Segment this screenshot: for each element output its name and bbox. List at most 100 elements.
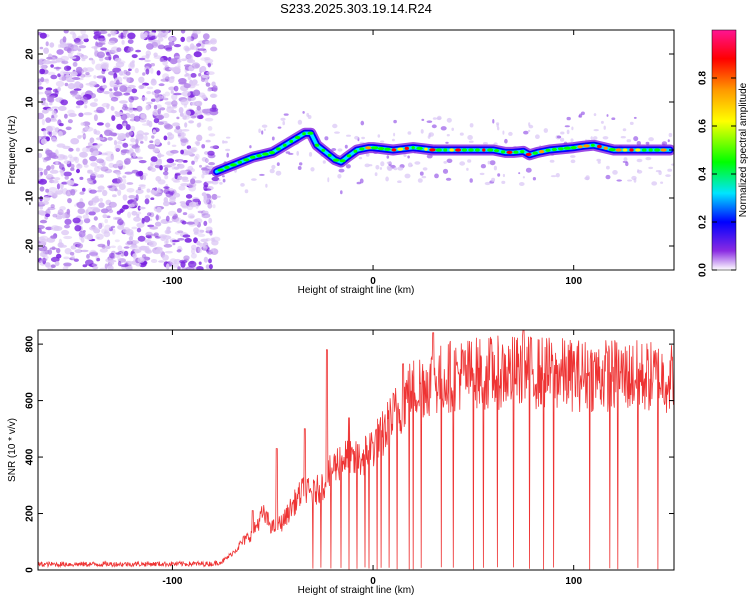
spectrogram-noise-blob (124, 171, 133, 175)
spectrogram-noise-blob (200, 78, 206, 82)
spectrogram-noise-blob (104, 224, 112, 231)
spectrogram-ridge-hotspot (648, 148, 653, 152)
spectrogram-noise-blob (89, 226, 98, 231)
spectrogram-ridge-hotspot (230, 163, 237, 167)
spectrogram-noise-blob (115, 172, 122, 175)
spectrogram-noise-blob (38, 112, 45, 120)
spectrogram-scatter-blob (508, 131, 513, 136)
spectrogram-noise-blob (149, 140, 154, 143)
spectrogram-scatter-blob (407, 131, 412, 135)
spectrogram-noise-blob (105, 245, 111, 250)
spectrogram-scatter-blob (385, 176, 389, 182)
spectrogram-scatter-blob (368, 164, 373, 167)
spectrogram-noise-blob (138, 76, 145, 84)
spectrogram-ridge-hotspot (289, 139, 294, 143)
spectrogram-noise-blob (163, 186, 170, 190)
spectrogram-ridge-hotspot (603, 146, 608, 150)
spectrogram-ridge-hotspot (435, 148, 442, 152)
spectrogram-scatter-blob (397, 180, 402, 183)
spectrogram-noise-blob (82, 133, 86, 140)
spectrogram-noise-blob (183, 83, 191, 89)
spectrogram-noise-blob (52, 130, 57, 136)
spectrogram-noise-blob (165, 30, 170, 33)
spectrogram-noise-blob (96, 87, 105, 94)
spectrogram-noise-blob (206, 71, 215, 75)
spectrogram-noise-blob (125, 228, 134, 236)
spectrogram-noise-blob (114, 239, 120, 243)
spectrogram-noise-blob (103, 91, 111, 95)
spectrogram-noise-blob (91, 46, 99, 49)
spectrogram-noise-blob (163, 243, 173, 248)
spectrogram-scatter-blob (570, 155, 576, 158)
spectrogram-noise-blob (173, 213, 178, 220)
spectrogram-scatter-blob (356, 181, 362, 185)
spectrogram-scatter-blob (269, 168, 275, 174)
spectrogram-noise-blob (96, 75, 106, 79)
spectrogram-noise-blob (132, 252, 137, 260)
spectrogram-noise-blob (76, 168, 80, 174)
spectrogram-ridge-hotspot (224, 165, 230, 169)
spectrogram-scatter-blob (556, 135, 562, 139)
spectrogram-ridge-hotspot (494, 149, 500, 153)
spectrogram-scatter-blob (492, 119, 495, 124)
spectrogram-noise-blob (144, 245, 150, 251)
spectrogram-noise-blob (114, 57, 122, 63)
spectrogram-noise-blob (168, 67, 176, 71)
spectrogram-scatter-blob (403, 153, 407, 157)
spectrogram-noise-blob (117, 245, 123, 251)
spectrogram-noise-blob (72, 33, 77, 40)
spectrogram-noise-blob (177, 230, 184, 234)
spectrogram-noise-blob (102, 84, 108, 89)
spectrogram-noise-blob (169, 197, 176, 204)
spectrogram-noise-blob (70, 167, 75, 171)
spectrogram-noise-blob (83, 74, 92, 78)
spectrogram-noise-blob (155, 247, 163, 254)
spectrogram-noise-blob (180, 132, 187, 138)
spectrogram-noise-blob (154, 221, 162, 227)
spectrogram-noise-blob (115, 79, 120, 86)
spectrogram-noise-blob (40, 138, 48, 145)
spectrogram-noise-blob (42, 60, 52, 65)
spectrogram-noise-blob (62, 212, 66, 219)
spectrogram-noise-blob (212, 204, 216, 209)
spectrogram-noise-blob (149, 233, 158, 237)
spectrogram-ridge-hotspot (404, 146, 409, 150)
spectrogram-noise-blob (191, 160, 195, 165)
spectrogram-noise-blob (168, 210, 177, 216)
spectrogram-noise-blob (151, 98, 156, 102)
spectrogram-noise-blob (38, 200, 44, 205)
spectrogram-noise-blob (159, 107, 166, 111)
spectrogram-noise-blob (150, 156, 158, 163)
snr-line-layer (38, 330, 674, 570)
chart-title: S233.2025.303.19.14.R24 (280, 1, 432, 16)
spectrogram-noise-blob (98, 202, 105, 208)
spectrogram-noise-blob (178, 185, 186, 191)
spectrogram-ridge-hotspot (455, 148, 462, 152)
snr-ytick-label: 200 (25, 505, 36, 522)
spectrogram-noise-blob (44, 89, 52, 96)
snr-ytick-label: 0 (25, 567, 36, 573)
spectrogram-noise-blob (148, 120, 153, 128)
spectrogram-noise-blob (55, 80, 65, 87)
spectrogram-scatter-blob (555, 173, 560, 178)
spectrogram-scatter-blob (374, 172, 378, 177)
spectrogram-ridge-hotspot (468, 148, 474, 152)
spectrogram-noise-blob (67, 198, 72, 204)
spectrogram-noise-blob (197, 246, 203, 253)
spectrogram-noise-blob (147, 37, 154, 41)
spectrogram-scatter-blob (263, 128, 266, 131)
spectrogram-noise-blob (81, 154, 85, 157)
spectrogram-noise-blob (70, 138, 80, 145)
spectrogram-scatter-blob (535, 134, 540, 139)
spectrogram-noise-blob (43, 47, 49, 54)
spectrogram-noise-blob (197, 233, 206, 237)
spectrogram-noise-blob (83, 112, 93, 116)
spectrogram-noise-blob (155, 214, 159, 221)
spectrogram-noise-blob (89, 199, 97, 206)
snr-ytick-label: 600 (25, 392, 36, 409)
spectrogram-noise-blob (66, 208, 71, 215)
spectrogram-scatter-blob (633, 116, 637, 119)
spectrogram-noise-blob (116, 176, 123, 184)
spectrogram-noise-blob (102, 214, 108, 219)
spectrogram-noise-blob (116, 123, 123, 130)
